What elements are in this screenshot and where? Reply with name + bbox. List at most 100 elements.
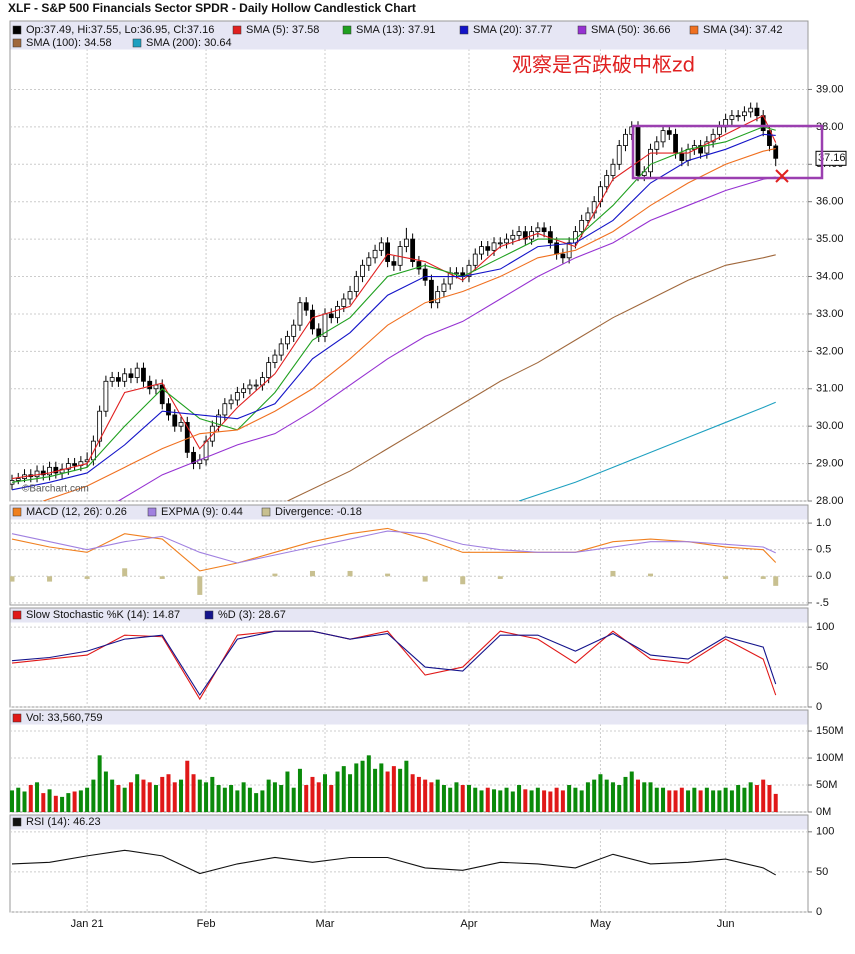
candle-body — [59, 468, 65, 474]
volume-bar — [448, 787, 453, 812]
candle-body — [454, 272, 459, 275]
candle-body — [178, 422, 184, 427]
series-line — [11, 630, 777, 697]
legend-label: MACD (12, 26): 0.26 — [26, 506, 127, 518]
candle-body — [328, 313, 334, 319]
candle-body — [234, 392, 240, 401]
candle-body — [222, 403, 228, 416]
volume-bar — [91, 779, 96, 812]
candle-body — [378, 242, 384, 251]
legend-swatch — [12, 817, 22, 827]
candle-body — [773, 145, 779, 159]
volume-bar — [492, 789, 497, 812]
volume-bar — [22, 791, 27, 812]
y-tick-label: 0.5 — [816, 544, 831, 556]
legend-swatch — [577, 25, 587, 35]
volume-bar — [667, 790, 672, 812]
candle-body — [685, 148, 691, 161]
candle-body — [403, 238, 409, 247]
candle-body — [735, 115, 741, 118]
legend-swatch — [12, 507, 22, 517]
candle-body — [65, 463, 71, 470]
candle-body — [673, 133, 678, 154]
x-tick-label: Feb — [197, 918, 216, 930]
candle-body — [635, 126, 641, 176]
candle-body — [435, 291, 441, 304]
divergence-bar — [309, 570, 315, 577]
volume-bar — [761, 779, 766, 812]
series-line — [11, 630, 777, 701]
volume-bar — [529, 790, 534, 812]
volume-bar — [197, 779, 202, 812]
candle-body — [479, 246, 484, 255]
volume-bar — [122, 787, 127, 812]
candle-body — [310, 309, 315, 330]
volume-bar — [416, 776, 421, 812]
legend-label: SMA (34): 37.42 — [703, 24, 783, 36]
volume-bar — [654, 787, 659, 812]
volume-bar — [116, 785, 121, 812]
volume-bar — [222, 787, 227, 812]
legend-label: Op:37.49, Hi:37.55, Lo:36.95, Cl:37.16 — [26, 24, 214, 36]
volume-bar — [517, 785, 522, 812]
sma-line — [518, 401, 776, 501]
volume-bar — [617, 785, 622, 812]
volume-bar — [247, 787, 252, 812]
candle-body — [247, 384, 253, 390]
legend-swatch — [132, 38, 142, 48]
volume-bar — [692, 787, 697, 812]
candle-body — [666, 130, 672, 135]
y-tick-label: 29.00 — [816, 457, 844, 469]
volume-bar — [103, 771, 108, 812]
legend-strip — [10, 710, 808, 725]
volume-bar — [466, 785, 471, 812]
candle-body — [416, 261, 422, 270]
volume-bar — [47, 789, 52, 812]
volume-bar — [348, 774, 353, 812]
annotation: 观察是否跌破中枢zd — [512, 53, 695, 77]
candle-body — [372, 249, 378, 259]
candle-body — [623, 133, 628, 146]
y-tick-label: 100 — [816, 621, 834, 633]
y-tick-label: 35.00 — [816, 233, 844, 245]
y-tick-label: 0 — [816, 701, 822, 713]
volume-bar — [629, 771, 634, 812]
candle-body — [504, 238, 509, 244]
y-tick-label: 100 — [816, 826, 834, 838]
volume-bar — [404, 760, 409, 812]
candle-body — [72, 463, 77, 466]
legend-strip — [10, 21, 808, 50]
y-tick-label: 0 — [816, 906, 822, 918]
divergence-bar — [159, 576, 165, 579]
candle-body — [579, 220, 585, 233]
volume-bar — [473, 787, 478, 812]
volume-bar — [354, 763, 359, 812]
candle-body — [297, 302, 303, 326]
volume-bar — [373, 768, 378, 812]
x-tick-label: Jun — [717, 918, 735, 930]
volume-bar — [185, 760, 190, 812]
volume-bar — [216, 785, 221, 812]
volume-bar — [423, 779, 428, 812]
volume-bar — [78, 790, 83, 812]
volume-bar — [41, 793, 46, 812]
volume-bar — [498, 790, 503, 812]
candle-body — [742, 111, 747, 117]
volume-bar — [773, 793, 778, 812]
divergence-bar — [122, 568, 128, 577]
volume-bar — [742, 787, 747, 812]
sma-line — [118, 176, 776, 501]
candle-body — [729, 115, 735, 120]
legend-label: Vol: 33,560,759 — [26, 712, 102, 724]
volume-bar — [767, 785, 772, 812]
volume-bar — [441, 785, 446, 812]
y-tick-label: 36.00 — [816, 196, 844, 208]
candle-body — [360, 264, 365, 277]
volume-bar — [598, 774, 603, 812]
candle-body — [610, 163, 616, 176]
volume-bar — [523, 789, 528, 812]
y-tick-label: 39.00 — [816, 83, 844, 95]
candle-body — [15, 478, 21, 481]
volume-bar — [479, 790, 484, 812]
y-tick-label: 50 — [816, 866, 828, 878]
